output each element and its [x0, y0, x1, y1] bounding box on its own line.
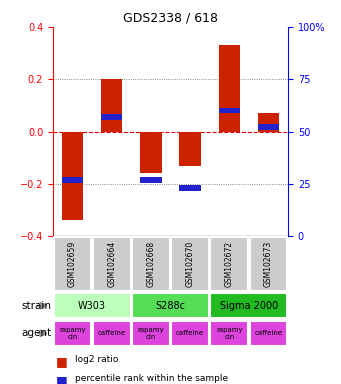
Bar: [132, 293, 209, 318]
Text: caffeine: caffeine: [98, 330, 126, 336]
Text: rapamy
cin: rapamy cin: [59, 327, 86, 340]
Text: GSM102659: GSM102659: [68, 241, 77, 287]
Bar: [140, 131, 162, 174]
Bar: [101, 114, 122, 120]
Text: rapamy
cin: rapamy cin: [137, 327, 164, 340]
Bar: [62, 177, 83, 182]
Bar: [132, 237, 170, 291]
Bar: [219, 108, 240, 113]
Bar: [250, 321, 287, 346]
Text: GSM102668: GSM102668: [146, 241, 155, 287]
Bar: [93, 321, 131, 346]
Bar: [132, 321, 170, 346]
Bar: [210, 321, 248, 346]
Bar: [101, 79, 122, 131]
Bar: [140, 177, 162, 182]
Text: S288c: S288c: [155, 301, 186, 311]
Text: percentile rank within the sample: percentile rank within the sample: [75, 374, 228, 383]
Text: caffeine: caffeine: [176, 330, 204, 336]
Bar: [171, 237, 209, 291]
Text: agent: agent: [21, 328, 51, 338]
Bar: [179, 131, 201, 166]
Text: W303: W303: [78, 301, 106, 311]
Text: ■: ■: [56, 374, 68, 384]
Text: Sigma 2000: Sigma 2000: [220, 301, 278, 311]
Text: rapamy
cin: rapamy cin: [216, 327, 243, 340]
Text: ■: ■: [56, 355, 68, 368]
Text: GSM102664: GSM102664: [107, 241, 116, 287]
Text: GSM102670: GSM102670: [186, 241, 195, 287]
Bar: [62, 131, 83, 220]
Text: log2 ratio: log2 ratio: [75, 355, 118, 364]
Bar: [258, 124, 279, 130]
Bar: [210, 293, 287, 318]
Title: GDS2338 / 618: GDS2338 / 618: [123, 11, 218, 24]
Bar: [210, 237, 248, 291]
Bar: [258, 113, 279, 131]
Bar: [171, 321, 209, 346]
Bar: [54, 293, 131, 318]
Bar: [219, 45, 240, 131]
Text: GSM102673: GSM102673: [264, 241, 273, 287]
Bar: [93, 237, 131, 291]
Bar: [179, 185, 201, 191]
Bar: [54, 321, 91, 346]
Bar: [54, 237, 91, 291]
Text: caffeine: caffeine: [254, 330, 283, 336]
Bar: [250, 237, 287, 291]
Text: strain: strain: [21, 301, 51, 311]
Text: GSM102672: GSM102672: [225, 241, 234, 287]
